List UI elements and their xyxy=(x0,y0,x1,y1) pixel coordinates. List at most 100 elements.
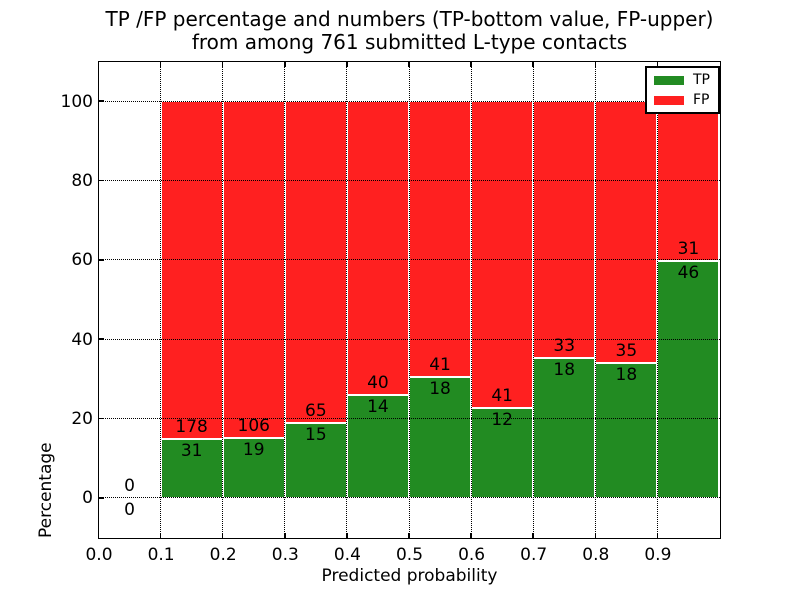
bar-fp-segment xyxy=(222,101,285,438)
fp-count-label: 31 xyxy=(677,238,700,259)
x-tick-label: 0.1 xyxy=(147,545,175,565)
y-tick-label: 100 xyxy=(60,91,93,112)
x-tick-top xyxy=(284,61,286,67)
x-tick-top xyxy=(470,61,472,67)
v-gridline xyxy=(160,61,162,538)
x-tick xyxy=(408,532,410,538)
bar-tp-segment xyxy=(595,363,658,498)
bar-fp-segment xyxy=(160,101,223,439)
bar-tp-segment xyxy=(222,437,285,498)
legend-label-tp: TP xyxy=(693,72,710,88)
x-tick-label: 0.7 xyxy=(520,545,548,565)
x-tick xyxy=(346,532,348,538)
y-tick-label: 80 xyxy=(71,171,93,191)
v-gridline xyxy=(222,61,224,538)
fp-count-label: 33 xyxy=(553,335,576,356)
legend-label-fp: FP xyxy=(693,92,710,108)
bar-fp-segment xyxy=(657,101,720,261)
bar-fp-segment xyxy=(346,101,409,395)
x-tick-top xyxy=(221,61,224,67)
tp-count-label: 12 xyxy=(491,410,513,431)
tp-count-label: 0 xyxy=(124,499,135,520)
x-tick-label: 0.5 xyxy=(395,545,424,565)
x-tick xyxy=(97,532,100,538)
chart-title-line2: from among 761 submitted L-type contacts xyxy=(191,30,628,54)
x-tick-top xyxy=(532,61,534,67)
bar-tp-segment xyxy=(160,438,223,498)
tp-count-label: 18 xyxy=(553,359,576,380)
bar-fp-segment xyxy=(595,101,658,364)
y-tick xyxy=(98,100,104,102)
x-tick-label: 0.4 xyxy=(333,545,361,565)
tp-count-label: 46 xyxy=(677,262,700,283)
tp-count-label: 31 xyxy=(180,440,203,461)
tp-count-label: 18 xyxy=(615,365,638,386)
bar-tp-segment xyxy=(284,423,347,498)
x-tick-label: 0.9 xyxy=(644,545,672,565)
y-tick xyxy=(98,179,104,182)
y-tick xyxy=(98,417,104,420)
v-gridline xyxy=(656,61,658,538)
x-tick-top xyxy=(594,61,597,67)
fp-count-label: 41 xyxy=(491,386,513,407)
x-tick-label: 0.2 xyxy=(209,545,237,565)
fp-count-label: 65 xyxy=(305,401,327,422)
bar-tp-segment xyxy=(533,357,596,498)
x-axis-label: Predicted probability xyxy=(321,566,498,586)
tp-count-label: 14 xyxy=(367,396,389,417)
x-tick-label: 0.8 xyxy=(582,545,610,565)
v-gridline xyxy=(346,61,348,538)
x-tick-top xyxy=(656,61,659,67)
v-gridline xyxy=(284,61,286,538)
tp-count-label: 19 xyxy=(242,439,265,460)
legend-swatch-fp xyxy=(654,95,684,105)
x-tick xyxy=(532,532,534,538)
x-tick-label: 0.0 xyxy=(85,545,113,565)
y-tick-label: 20 xyxy=(71,409,93,429)
legend: TP FP xyxy=(645,66,720,114)
v-gridline xyxy=(408,61,410,538)
chart-title: TP /FP percentage and numbers (TP-bottom… xyxy=(99,8,720,54)
x-tick-top xyxy=(97,61,100,67)
plot-area: 0 0 178 31 106 19 65 15 40 14 41 18 41 12 33 18 35 18 31 46 xyxy=(97,60,721,539)
x-tick-top xyxy=(408,61,410,67)
bar-fp-segment xyxy=(409,101,472,377)
fp-count-label: 41 xyxy=(429,354,451,375)
bar-fp-segment xyxy=(471,101,534,408)
v-gridline xyxy=(470,61,472,538)
v-gridline xyxy=(594,61,596,538)
fp-count-label: 178 xyxy=(175,416,208,437)
chart-title-line1: TP /FP percentage and numbers (TP-bottom… xyxy=(105,7,714,31)
y-axis-label: Percentage xyxy=(36,442,56,538)
bar-fp-segment xyxy=(533,101,596,358)
y-tick xyxy=(98,497,104,499)
bar-tp-segment xyxy=(346,394,409,498)
legend-row-tp: TP xyxy=(654,73,710,87)
legend-row-fp: FP xyxy=(654,93,710,107)
bar-fp-segment xyxy=(284,101,347,424)
bar-tp-segment xyxy=(471,408,534,498)
x-tick-top xyxy=(159,61,162,67)
bar-tp-segment xyxy=(409,376,472,498)
tp-count-label: 18 xyxy=(429,378,451,399)
x-tick xyxy=(221,532,224,538)
legend-swatch-tp xyxy=(654,75,684,85)
bar-tp-segment xyxy=(657,260,720,498)
fp-count-label: 35 xyxy=(615,341,638,362)
fp-count-label: 0 xyxy=(124,475,135,496)
x-tick xyxy=(594,532,597,538)
x-tick-top xyxy=(346,61,348,67)
x-tick xyxy=(284,532,286,538)
v-gridline xyxy=(532,61,534,538)
tp-count-label: 15 xyxy=(305,425,327,446)
y-tick-label: 60 xyxy=(71,250,93,271)
y-tick-label: 40 xyxy=(71,329,93,350)
y-tick xyxy=(98,338,104,340)
y-tick-label: 0 xyxy=(82,488,93,509)
x-tick xyxy=(159,532,162,538)
x-tick-label: 0.6 xyxy=(458,545,486,565)
y-tick xyxy=(98,259,104,261)
x-tick-label: 0.3 xyxy=(271,545,299,565)
fp-count-label: 40 xyxy=(367,372,389,393)
